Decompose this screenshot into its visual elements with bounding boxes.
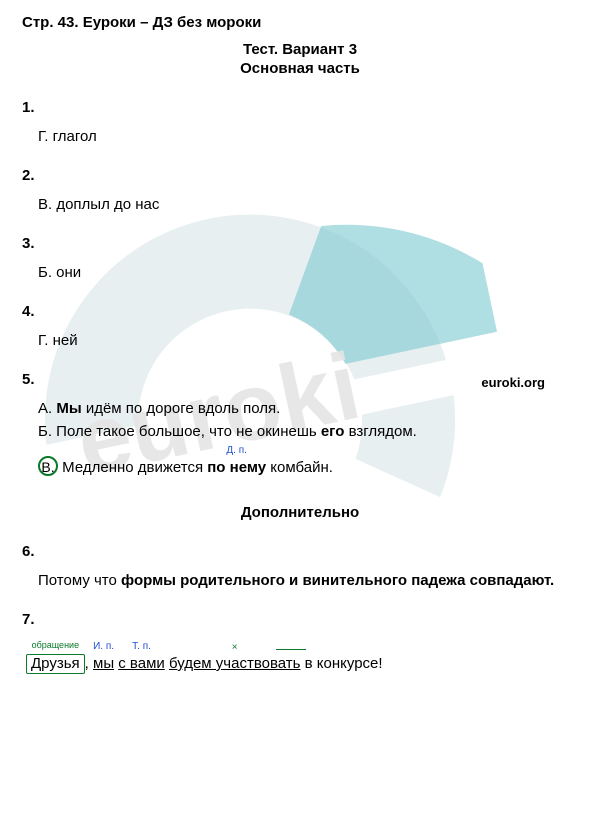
q5-c-pre: Медленно движется [58,459,207,476]
q5-a-pre: А. [38,400,56,417]
q6-pre: Потому что [38,572,121,589]
q5-c-annotation: Д. п. [226,445,247,456]
q7-arrow [276,649,306,650]
q7-comma: , [85,655,93,672]
q3-number: 3. [22,235,578,252]
section-main: Основная часть [22,60,578,77]
q5-b: Б. Поле такое большое, что не окинешь ег… [38,423,578,440]
q7-number: 7. [22,611,578,628]
q5-b-bold: его [321,423,345,440]
q7-w1: Друзья [26,654,85,674]
q7-x-mark: × [232,642,238,653]
q7-tail: в конкурсе! [300,655,382,672]
q5-number: 5. [22,371,578,388]
q5-b-pre: Б. Поле такое большое, что не окинешь [38,423,321,440]
q5-c: В. Медленно движется Д. п.по нему комбай… [38,456,578,476]
q7-w4: будем участвовать [169,655,301,672]
q7-ann-address: обращение [32,640,79,650]
q2-number: 2. [22,167,578,184]
q7-ann-ip: И. п. [93,641,114,652]
q5-a: А. Мы идём по дороге вдоль поля. [38,400,578,417]
q2-answer: В. доплыл до нас [38,196,578,213]
q4-number: 4. [22,303,578,320]
q5-c-post: комбайн. [266,459,333,476]
q5-a-post: идём по дороге вдоль поля. [82,400,281,417]
q7-w3: с вами [118,655,165,672]
q5-c-letter-circle: В. [38,456,58,476]
q1-answer: Г. глагол [38,128,578,145]
q4-answer: Г. ней [38,332,578,349]
q5-c-bold: по нему [207,459,266,476]
q7-w2: мы [93,655,114,672]
q7-answer: обращение Друзья , И. п. мы Т. п. с вами… [26,654,383,674]
q5-b-post: взглядом. [344,423,416,440]
q3-answer: Б. они [38,264,578,281]
q5-a-bold: Мы [56,400,81,417]
q6-answer: Потому что формы родительного и винитель… [38,572,578,589]
section-extra: Дополнительно [22,504,578,521]
q1-number: 1. [22,99,578,116]
test-title: Тест. Вариант 3 [22,41,578,58]
page-header: Стр. 43. Еуроки – ДЗ без мороки [22,14,578,31]
q7-ann-tp: Т. п. [132,641,151,652]
q6-number: 6. [22,543,578,560]
q6-bold: формы родительного и винительного падежа… [121,572,554,589]
